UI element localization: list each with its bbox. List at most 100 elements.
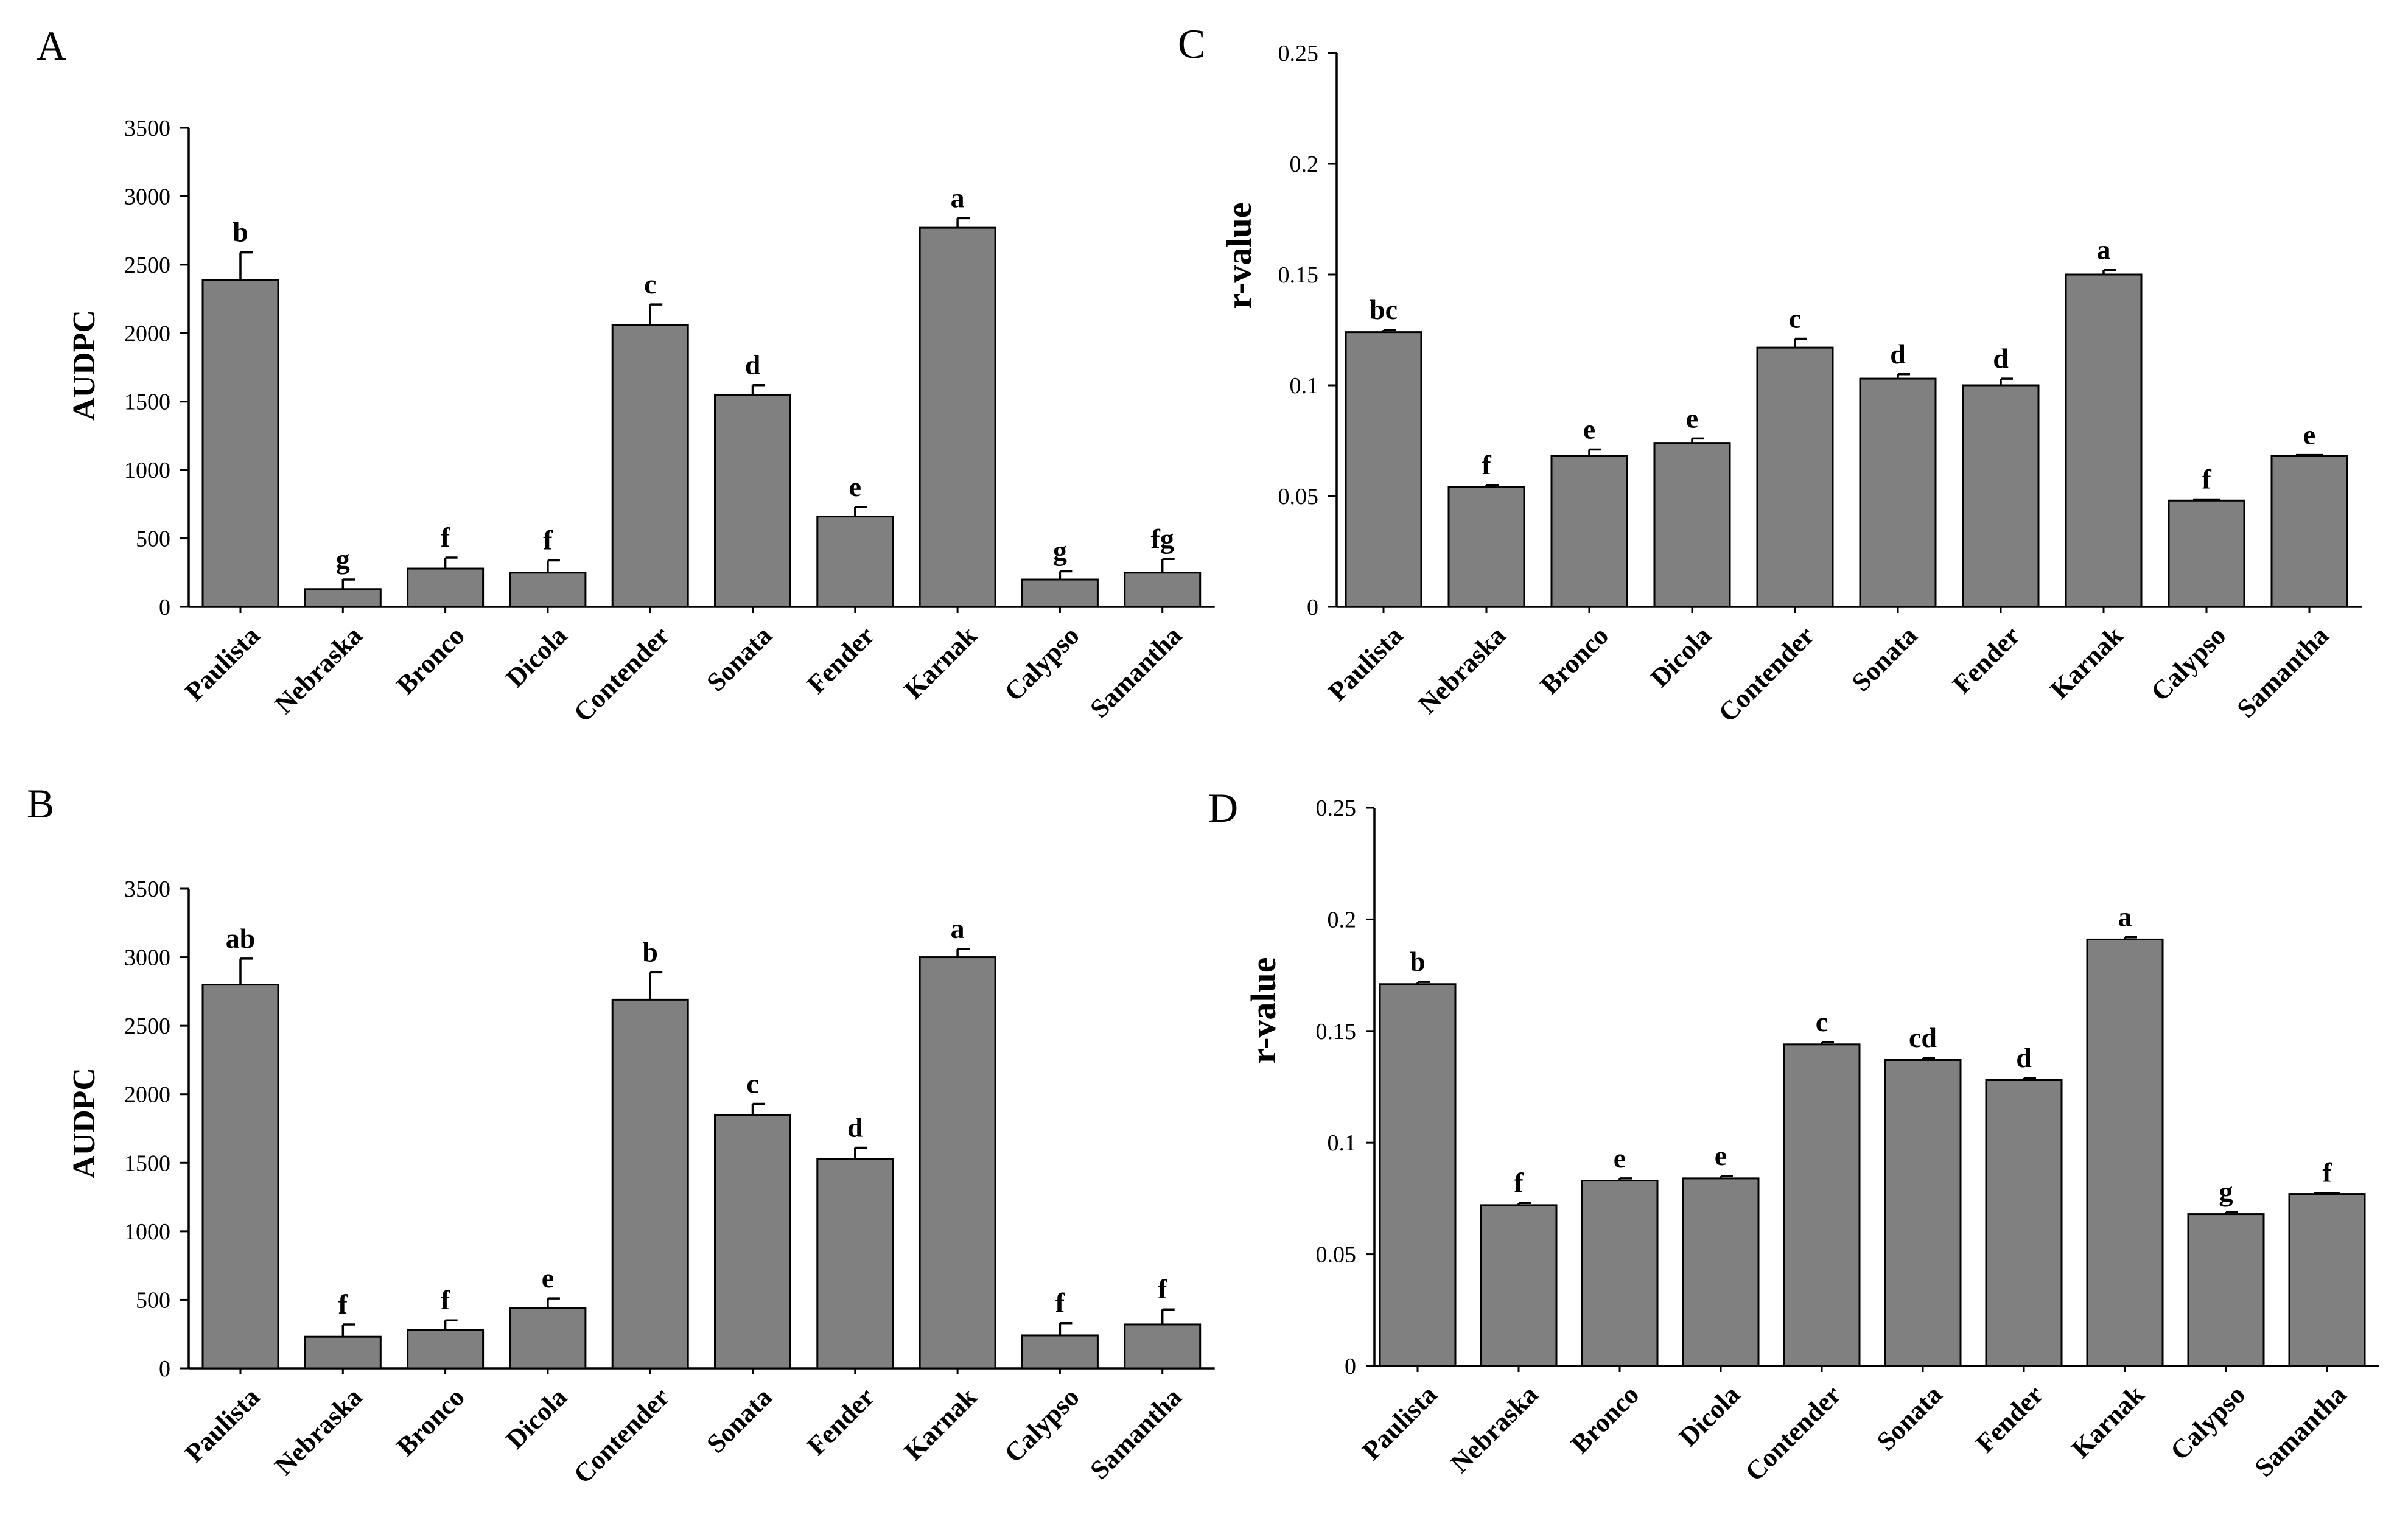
x-tick-label: Paulista [1356,1379,1443,1466]
bar-karnak [919,956,996,1370]
bar-bronco [1550,455,1628,608]
significance-label: g [1053,536,1067,567]
bar-dicola [1653,442,1731,608]
significance-label: f [2322,1157,2332,1188]
x-tick-label: Contender [1740,1379,1847,1486]
x-tick-label: Karnak [898,1382,983,1466]
y-tick-label: 0.1 [1328,1130,1357,1156]
y-tick-label: 3000 [124,945,170,971]
x-tick-label: Bronco [1565,1379,1645,1459]
significance-label: f [338,1289,348,1320]
bar-calypso [1021,578,1099,608]
significance-label: f [1055,1287,1065,1318]
bar-bronco [407,567,485,608]
significance-label: a [951,913,965,944]
bar-sonata [1859,377,1937,608]
bar-contender [611,998,689,1370]
significance-label: e [1614,1143,1626,1174]
significance-label: c [746,1068,758,1099]
x-tick-label: Samantha [1084,620,1188,724]
bar-fender [1985,1079,2063,1367]
y-tick-label: 0.25 [1316,796,1357,821]
x-tick-label: Samantha [1084,1382,1188,1485]
significance-label: b [642,936,658,967]
bar-paulista [201,279,279,608]
x-tick-label: Calypso [2145,620,2231,707]
bar-contender [1756,346,1834,608]
bar-fender [1962,384,2040,608]
panel-letter: D [1208,785,1238,831]
significance-label: d [1993,343,2009,374]
panel-letter: B [27,780,54,827]
bar-karnak [919,226,996,608]
x-tick-label: Samantha [2231,620,2335,724]
y-tick-label: 0.15 [1278,262,1319,288]
significance-label: fg [1151,523,1174,554]
significance-label: f [1158,1273,1167,1304]
significance-label: c [1789,303,1801,334]
x-tick-label: Nebraska [1445,1379,1544,1479]
bar-samantha [1124,572,1202,608]
bar-fender [816,516,894,608]
x-tick-label: Dicola [1673,1379,1746,1452]
x-tick-label: Sonata [701,620,777,697]
bar-bronco [407,1329,485,1370]
panel-letter: C [1178,21,1205,67]
y-tick-label: 0 [1345,1354,1356,1379]
x-tick-label: Karnak [2045,620,2129,705]
significance-label: f [543,525,553,556]
x-tick-label: Paulista [179,620,265,707]
bar-nebraska [1480,1204,1558,1367]
y-tick-label: 0.25 [1278,41,1319,66]
bar-dicola [1682,1177,1760,1367]
significance-label: bc [1370,294,1398,325]
x-tick-label: Dicola [1645,620,1717,693]
x-tick-label: Calypso [2164,1379,2251,1466]
x-tick-label: Paulista [1322,620,1408,707]
bar-calypso [1021,1334,1099,1370]
chart-panel-b: BAUDPC0500100015002000250030003500abPaul… [27,780,1215,1489]
significance-label: g [336,544,350,575]
y-tick-label: 0 [159,595,170,620]
y-tick-label: 1000 [124,458,170,483]
significance-label: cd [1909,1022,1937,1053]
x-tick-label: Sonata [1846,620,1923,697]
bar-karnak [2086,938,2164,1367]
bar-paulista [1345,331,1422,608]
bar-dicola [509,1307,587,1370]
bar-samantha [2270,455,2348,608]
x-tick-label: Contender [568,1382,675,1489]
chart-panel-a: A AUDPC 0 500 1000 1500 2000 2500 3000 3500 b Pauli… [37,23,1215,728]
x-tick-label: Fender [801,620,880,699]
significance-label: f [441,1284,450,1315]
x-tick-label: Calypso [999,620,1085,707]
bar-sonata [714,393,791,608]
y-tick-label: 0.15 [1316,1019,1357,1045]
x-tick-label: Bronco [391,620,471,700]
significance-label: c [644,268,656,299]
bar-sonata [1884,1059,1962,1367]
x-tick-label: Karnak [2066,1379,2150,1464]
significance-label: b [1410,946,1426,977]
bar-samantha [2288,1193,2366,1367]
bar-calypso [2187,1213,2265,1367]
significance-label: e [1715,1140,1727,1171]
significance-label: d [2016,1042,2032,1073]
significance-label: e [849,471,861,502]
y-tick-label: 3000 [124,184,170,209]
y-tick-label: 0.1 [1290,373,1319,399]
y-axis-label: AUDPC [67,310,102,421]
y-tick-label: 0 [159,1356,170,1382]
y-tick-label: 1000 [124,1219,170,1245]
bar-sonata [714,1113,791,1370]
bar-paulista [1379,983,1457,1367]
x-tick-label: Fender [1970,1379,2049,1458]
significance-label: f [2202,463,2211,494]
bar-nebraska [304,588,382,608]
x-tick-label: Dicola [500,1382,573,1454]
y-tick-label: 2000 [124,1082,170,1108]
y-tick-label: 1500 [124,1150,170,1176]
y-tick-label: 2500 [124,1013,170,1039]
x-tick-label: Karnak [898,620,983,705]
significance-label: d [1890,338,1906,369]
